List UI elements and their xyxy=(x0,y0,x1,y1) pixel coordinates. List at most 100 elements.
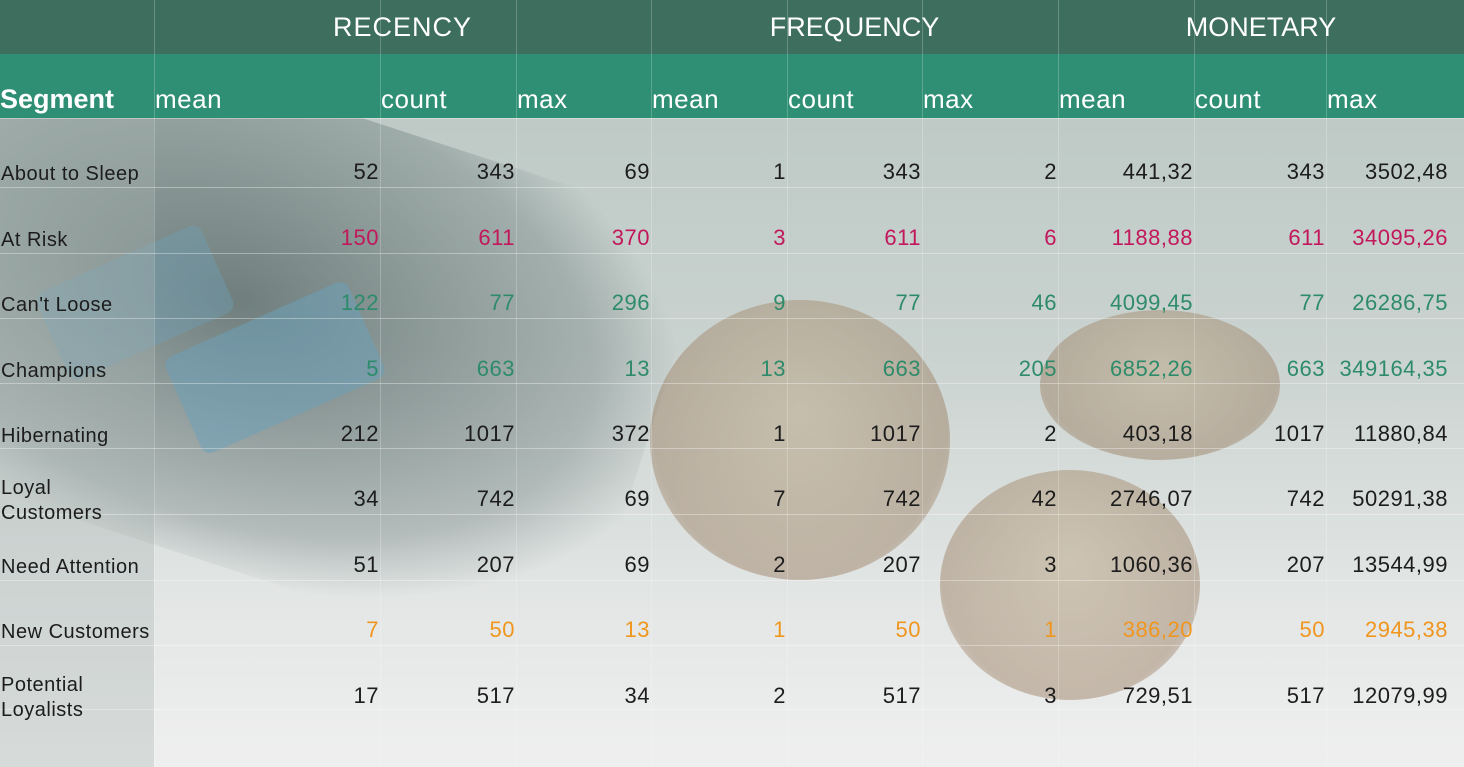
table-cell: 7 xyxy=(773,486,786,511)
recency-header: RECENCY xyxy=(332,11,473,42)
grid-hline xyxy=(0,253,1464,254)
segment-label: Can't Loose xyxy=(1,293,113,318)
segment-label: Champions xyxy=(1,359,107,384)
table-cell: 611 xyxy=(884,225,921,250)
table-cell: 742 xyxy=(1286,486,1325,511)
table-cell: 5 xyxy=(366,356,379,381)
table-cell: 386,20 xyxy=(1122,617,1193,642)
segment-label: Hibernating xyxy=(1,424,109,449)
table-cell: 34095,26 xyxy=(1352,225,1448,250)
table-cell: 729,51 xyxy=(1122,683,1193,708)
grid-hline xyxy=(0,645,1464,646)
table-cell: 611 xyxy=(1288,225,1325,250)
column-header-max: max xyxy=(517,84,568,114)
segment-label: Potential Loyalists xyxy=(1,673,83,723)
table-cell: 349164,35 xyxy=(1339,356,1448,381)
table-cell: 77 xyxy=(489,290,515,315)
table-cell: 69 xyxy=(624,552,650,577)
table-cell: 370 xyxy=(611,225,650,250)
table-cell: 3 xyxy=(1044,552,1057,577)
table-cell: 2945,38 xyxy=(1364,617,1448,642)
table-cell: 52 xyxy=(353,159,379,184)
table-cell: 77 xyxy=(895,290,921,315)
table-cell: 50 xyxy=(895,617,921,642)
segment-label: Need Attention xyxy=(1,555,139,580)
column-header-count: count xyxy=(788,84,855,114)
column-header-count: count xyxy=(1195,84,1262,114)
grid-vline xyxy=(787,0,788,767)
table-cell: 663 xyxy=(882,356,921,381)
grid-vline xyxy=(1058,0,1059,767)
segment-label-line: Need Attention xyxy=(1,556,140,578)
segment-label: Loyal Customers xyxy=(1,476,102,526)
segment-label-line: Customers xyxy=(1,502,103,524)
table-cell: 13544,99 xyxy=(1352,552,1448,577)
table-cell: 1 xyxy=(773,617,786,642)
column-header-mean: mean xyxy=(155,84,223,114)
table-cell: 441,32 xyxy=(1122,159,1193,184)
table-cell: 11880,84 xyxy=(1353,421,1448,446)
table-cell: 1 xyxy=(773,159,786,184)
table-cell: 1017 xyxy=(870,421,921,446)
table-cell: 663 xyxy=(476,356,515,381)
column-header-mean: mean xyxy=(652,84,720,114)
table-cell: 42 xyxy=(1031,486,1057,511)
grid-vline xyxy=(516,0,517,767)
table-cell: 207 xyxy=(476,552,515,577)
table-cell: 3502,48 xyxy=(1364,159,1448,184)
table-cell: 296 xyxy=(611,290,650,315)
group-header-band xyxy=(0,0,1464,54)
table-cell: 1188,88 xyxy=(1111,225,1193,250)
coin-stack-background xyxy=(650,300,950,580)
table-cell: 517 xyxy=(476,683,515,708)
segment-label-line: About to Sleep xyxy=(1,163,140,185)
table-cell: 343 xyxy=(1286,159,1325,184)
grid-vline xyxy=(380,0,381,767)
table-cell: 2746,07 xyxy=(1109,486,1193,511)
table-cell: 343 xyxy=(882,159,921,184)
table-cell: 7 xyxy=(366,617,379,642)
coin-stack-background xyxy=(940,470,1200,700)
table-cell: 1017 xyxy=(464,421,515,446)
table-cell: 742 xyxy=(882,486,921,511)
table-cell: 50 xyxy=(1299,617,1325,642)
table-cell: 4099,45 xyxy=(1109,290,1193,315)
table-cell: 17 xyxy=(353,683,379,708)
segment-label: At Risk xyxy=(1,228,68,253)
table-cell: 13 xyxy=(624,617,650,642)
table-cell: 205 xyxy=(1018,356,1057,381)
table-cell: 34 xyxy=(624,683,650,708)
table-cell: 343 xyxy=(476,159,515,184)
grid-hline xyxy=(0,514,1464,515)
table-cell: 122 xyxy=(340,290,379,315)
table-cell: 663 xyxy=(1286,356,1325,381)
grid-vline xyxy=(651,0,652,767)
segment-label-line: Loyal xyxy=(1,477,52,499)
table-cell: 6 xyxy=(1044,225,1057,250)
table-cell: 2 xyxy=(1044,421,1057,446)
table-cell: 403,18 xyxy=(1122,421,1193,446)
table-cell: 517 xyxy=(882,683,921,708)
table-cell: 50291,38 xyxy=(1352,486,1448,511)
table-cell: 1060,36 xyxy=(1109,552,1193,577)
column-header-mean: mean xyxy=(1059,84,1127,114)
segment-label-line: Can't Loose xyxy=(1,294,113,316)
table-cell: 13 xyxy=(624,356,650,381)
grid-hline xyxy=(0,118,1464,119)
table-cell: 212 xyxy=(340,421,379,446)
table-cell: 9 xyxy=(773,290,786,315)
grid-vline xyxy=(154,0,155,767)
table-cell: 1 xyxy=(773,421,786,446)
table-cell: 50 xyxy=(489,617,515,642)
column-header-count: count xyxy=(381,84,448,114)
table-cell: 207 xyxy=(882,552,921,577)
segment-label-line: New Customers xyxy=(1,621,150,643)
frequency-header: FREQUENCY xyxy=(769,11,940,42)
table-cell: 12079,99 xyxy=(1352,683,1448,708)
segment-column-shade xyxy=(0,118,154,767)
grid-vline xyxy=(1326,0,1327,767)
grid-hline xyxy=(0,383,1464,384)
column-header-max: max xyxy=(1327,84,1378,114)
grid-hline xyxy=(0,709,1464,710)
